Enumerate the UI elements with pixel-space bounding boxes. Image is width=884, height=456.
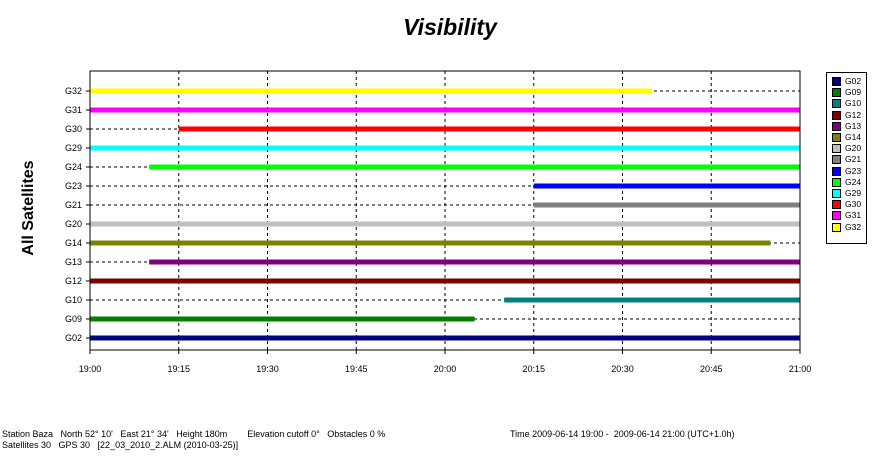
y-tick-label: G31 (65, 105, 82, 115)
visibility-bar-g20 (90, 221, 800, 227)
y-tick-label: G32 (65, 86, 82, 96)
plot-frame (89, 70, 801, 351)
x-tick-label: 20:30 (611, 364, 634, 374)
legend-item-g02: G02 (827, 76, 866, 87)
y-tick-label: G09 (65, 314, 82, 324)
legend-item-g30: G30 (827, 199, 866, 210)
legend-label: G02 (845, 76, 862, 87)
visibility-bar-g10 (504, 297, 800, 303)
legend-swatch (832, 144, 841, 154)
legend-item-g32: G32 (827, 221, 866, 232)
legend-item-g21: G21 (827, 154, 866, 165)
x-tick-label: 20:15 (522, 364, 545, 374)
station-info: Station Baza North 52° 10' East 21° 34' … (2, 429, 386, 439)
legend-item-g20: G20 (827, 143, 866, 154)
legend-item-g13: G13 (827, 121, 866, 132)
visibility-bar-g24 (149, 164, 800, 170)
legend-swatch (832, 177, 841, 187)
legend-label: G21 (845, 154, 862, 165)
legend-swatch (832, 166, 841, 176)
y-tick-label: G02 (65, 333, 82, 343)
satellites-info: Satellites 30 GPS 30 [22_03_2010_2.ALM (… (2, 440, 239, 450)
legend-swatch (832, 88, 841, 98)
x-tick-label: 19:45 (345, 364, 368, 374)
y-tick-label: G29 (65, 143, 82, 153)
legend-label: G13 (845, 120, 862, 131)
y-tick-label: G13 (65, 257, 82, 267)
legend-label: G23 (845, 165, 862, 176)
legend-item-g14: G14 (827, 132, 866, 143)
visibility-bar-g09 (90, 316, 475, 322)
legend-swatch (832, 211, 841, 221)
y-tick-label: G24 (65, 162, 82, 172)
legend-item-g23: G23 (827, 166, 866, 177)
x-tick-label: 19:30 (256, 364, 279, 374)
legend-swatch (832, 188, 841, 198)
visibility-bar-g13 (149, 259, 800, 265)
visibility-bar-g29 (90, 145, 800, 151)
legend-label: G10 (845, 98, 862, 109)
x-tick-label: 19:00 (79, 364, 102, 374)
visibility-bar-g30 (178, 126, 800, 132)
legend-item-g10: G10 (827, 98, 866, 109)
visibility-bar-g31 (90, 107, 800, 113)
legend-label: G29 (845, 187, 862, 198)
legend-swatch (832, 200, 841, 210)
y-tick-label: G10 (65, 295, 82, 305)
x-tick-label: 19:15 (167, 364, 190, 374)
visibility-bar-g02 (90, 335, 800, 341)
visibility-bar-g12 (90, 278, 800, 284)
legend-item-g09: G09 (827, 87, 866, 98)
legend-label: G31 (845, 210, 862, 221)
legend: G02 G09 G10 G12 G13 G14 G20 G21 G23 G24 G29 G30 G31 G… (826, 72, 867, 244)
legend-label: G14 (845, 132, 862, 143)
visibility-bar-g21 (533, 202, 800, 208)
legend-swatch (832, 222, 841, 232)
legend-label: G09 (845, 87, 862, 98)
x-tick-label: 20:45 (700, 364, 723, 374)
visibility-bar-g14 (90, 240, 771, 246)
x-tick-label: 20:00 (434, 364, 457, 374)
y-tick-label: G30 (65, 124, 82, 134)
legend-item-g24: G24 (827, 177, 866, 188)
legend-label: G24 (845, 176, 862, 187)
y-tick-label: G20 (65, 219, 82, 229)
y-tick-label: G23 (65, 181, 82, 191)
legend-item-g29: G29 (827, 188, 866, 199)
legend-swatch (832, 110, 841, 120)
legend-swatch (832, 77, 841, 87)
legend-swatch (832, 99, 841, 109)
visibility-bar-g32 (90, 88, 653, 94)
legend-swatch (832, 133, 841, 143)
legend-label: G32 (845, 221, 862, 232)
legend-label: G30 (845, 199, 862, 210)
legend-label: G20 (845, 143, 862, 154)
legend-swatch (832, 155, 841, 165)
time-range-info: Time 2009-06-14 19:00 - 2009-06-14 21:00… (510, 429, 735, 439)
legend-item-g31: G31 (827, 210, 866, 221)
legend-item-g12: G12 (827, 110, 866, 121)
chart-title: Visibility (403, 14, 497, 40)
x-tick-label: 21:00 (789, 364, 812, 374)
y-tick-label: G12 (65, 276, 82, 286)
y-tick-label: G14 (65, 238, 82, 248)
legend-swatch (832, 121, 841, 131)
visibility-bar-g23 (533, 183, 800, 189)
y-tick-label: G21 (65, 200, 82, 210)
legend-label: G12 (845, 109, 862, 120)
